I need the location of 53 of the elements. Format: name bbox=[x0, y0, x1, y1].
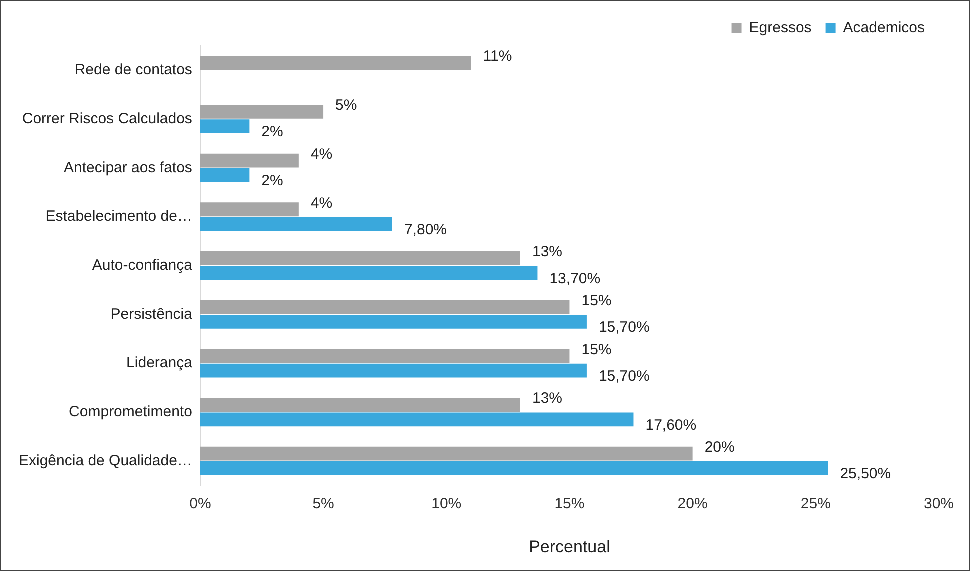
bar bbox=[200, 349, 570, 364]
bar bbox=[200, 398, 520, 412]
data-label: 7,80% bbox=[404, 221, 448, 238]
y-tick-label: Persistência bbox=[110, 306, 194, 323]
y-tick-label: Auto-confiança bbox=[92, 256, 194, 274]
data-label: 4% bbox=[310, 194, 333, 212]
data-label: 15,70% bbox=[598, 319, 650, 336]
x-tick-label: 20% bbox=[678, 496, 708, 513]
data-label: 4% bbox=[310, 146, 333, 163]
x-tick-label: 30% bbox=[924, 496, 954, 513]
bar bbox=[200, 120, 250, 134]
data-label: 15,70% bbox=[598, 368, 650, 385]
bar bbox=[200, 446, 693, 461]
bar bbox=[200, 168, 250, 182]
legend-label: Egressos bbox=[749, 20, 812, 37]
bar bbox=[200, 154, 299, 168]
y-tick-label: Liderança bbox=[126, 354, 194, 372]
data-label: 13,70% bbox=[550, 270, 601, 288]
y-tick-label: Antecipar aos fatos bbox=[64, 159, 192, 176]
legend-label: Academicos bbox=[843, 20, 925, 37]
data-label: 17,60% bbox=[646, 416, 697, 434]
x-tick-label: 10% bbox=[432, 496, 462, 513]
bar bbox=[200, 315, 587, 329]
bar bbox=[200, 300, 570, 314]
bar bbox=[200, 252, 520, 266]
bar bbox=[200, 202, 299, 217]
y-tick-label: Comprometimento bbox=[69, 403, 192, 420]
data-label: 5% bbox=[336, 97, 358, 114]
x-tick-label: 0% bbox=[190, 496, 212, 513]
y-tick-label: Rede de contatos bbox=[74, 62, 192, 79]
y-tick-label: Correr Riscos Calculados bbox=[22, 110, 192, 128]
data-label: 25,50% bbox=[840, 466, 892, 483]
data-label: 15% bbox=[582, 292, 612, 310]
data-label: 13% bbox=[532, 244, 563, 261]
bar bbox=[200, 364, 587, 378]
bar bbox=[200, 104, 324, 119]
data-label: 2% bbox=[262, 172, 284, 190]
data-label: 2% bbox=[262, 124, 284, 141]
x-axis-title: Percentual bbox=[529, 537, 610, 556]
data-label: 11% bbox=[483, 48, 512, 66]
bar bbox=[200, 217, 392, 232]
bar bbox=[200, 412, 634, 427]
x-tick-label: 5% bbox=[312, 496, 334, 513]
data-label: 15% bbox=[582, 341, 612, 358]
bar bbox=[200, 462, 828, 476]
y-tick-label: Exigência de Qualidade… bbox=[18, 452, 192, 470]
y-tick-label: Estabelecimento de… bbox=[46, 208, 192, 226]
x-tick-label: 15% bbox=[554, 496, 585, 513]
bar bbox=[200, 56, 472, 70]
data-label: 13% bbox=[532, 390, 563, 408]
bar bbox=[200, 266, 538, 280]
data-label: 20% bbox=[704, 438, 735, 456]
x-tick-label: 25% bbox=[800, 496, 831, 513]
